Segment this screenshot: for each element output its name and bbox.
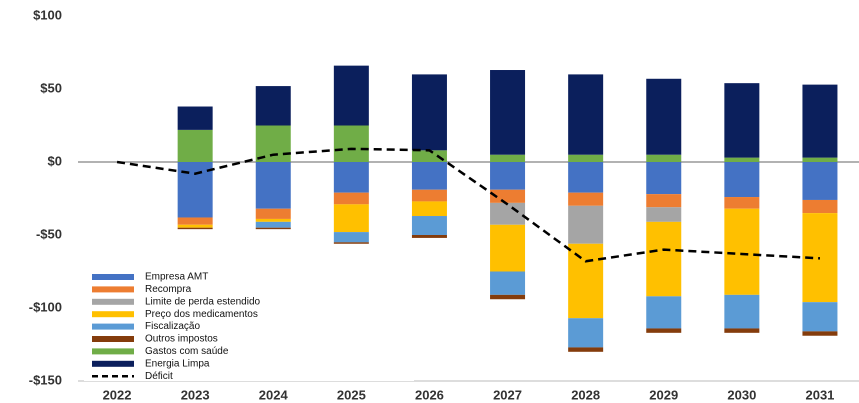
- legend-swatch: [92, 311, 134, 318]
- bar-segment: [724, 328, 760, 333]
- bar-segment: [333, 242, 369, 244]
- bar-segment: [255, 218, 291, 222]
- bar-segment: [490, 271, 526, 295]
- x-tick-label: 2024: [259, 387, 289, 402]
- x-tick-label: 2022: [103, 387, 132, 402]
- bar-segment: [255, 227, 291, 230]
- legend-label: Fiscalização: [145, 321, 200, 332]
- bar-segment: [802, 199, 838, 214]
- bar-segment: [724, 83, 760, 158]
- bar-segment: [568, 205, 604, 244]
- bar-segment: [177, 217, 213, 225]
- bar-segment: [490, 70, 526, 155]
- x-tick-label: 2029: [649, 387, 678, 402]
- bar-segment: [255, 86, 291, 126]
- bar-segment: [490, 154, 526, 162]
- bar-segment: [333, 125, 369, 162]
- bar-segment: [177, 106, 213, 130]
- bar-segment: [411, 201, 447, 217]
- bar-segment: [177, 227, 213, 230]
- bar-segment: [333, 192, 369, 205]
- bar-segment: [333, 204, 369, 233]
- bar-segment: [333, 232, 369, 243]
- x-tick-label: 2026: [415, 387, 444, 402]
- bar-segment: [802, 84, 838, 158]
- legend-swatch: [92, 274, 134, 280]
- bar-segment: [411, 189, 447, 202]
- legend-swatch: [92, 336, 134, 342]
- bar-segment: [568, 318, 604, 348]
- bar-segment: [724, 208, 760, 295]
- bar-segment: [411, 74, 447, 151]
- bar-segment: [411, 235, 447, 238]
- bar-segment: [568, 154, 604, 162]
- y-tick-label: $0: [48, 153, 62, 168]
- legend-swatch: [92, 323, 134, 330]
- x-tick-label: 2027: [493, 387, 522, 402]
- bar-segment: [411, 162, 447, 190]
- x-tick-label: 2023: [181, 387, 210, 402]
- legend-label: Preço dos medicamentos: [145, 309, 258, 320]
- bar-segment: [646, 328, 682, 333]
- bar-segment: [646, 78, 682, 155]
- bar-segment: [411, 216, 447, 235]
- bar-segment: [568, 347, 604, 352]
- bar-segment: [646, 207, 682, 222]
- bar-segment: [724, 157, 760, 162]
- bar-segment: [802, 331, 838, 336]
- bar-segment: [490, 189, 526, 203]
- y-tick-label: $50: [40, 80, 62, 95]
- bar-segment: [646, 296, 682, 329]
- bar-segment: [490, 202, 526, 225]
- legend-swatch: [92, 348, 134, 355]
- x-tick-label: 2028: [571, 387, 600, 402]
- bar-segment: [177, 224, 213, 228]
- legend-swatch: [92, 360, 134, 367]
- legend-label: Recompra: [145, 284, 192, 295]
- legend-label: Gastos com saúde: [145, 346, 229, 357]
- legend-label: Déficit: [145, 371, 173, 382]
- bar-segment: [724, 197, 760, 209]
- bar-segment: [568, 162, 604, 193]
- x-tick-label: 2030: [727, 387, 756, 402]
- bar-segment: [490, 162, 526, 190]
- deficit-line: [116, 147, 821, 263]
- bar-segment: [646, 221, 682, 297]
- legend-label: Limite de perda estendido: [145, 296, 261, 307]
- y-tick-label: $100: [33, 7, 62, 22]
- bar-segment: [646, 162, 682, 195]
- bar-segment: [333, 162, 369, 193]
- bar-segment: [177, 129, 213, 162]
- bar-segment: [724, 162, 760, 198]
- bar-segment: [802, 162, 838, 200]
- x-tick-label: 2031: [805, 387, 834, 402]
- bar-segment: [255, 208, 291, 219]
- y-tick-label: -$150: [29, 372, 62, 387]
- y-tick-label: -$100: [29, 299, 62, 314]
- bar-segment: [333, 65, 369, 126]
- bar-segment: [568, 192, 604, 206]
- bar-segment: [255, 221, 291, 228]
- x-tick-label: 2025: [337, 387, 366, 402]
- bar-segment: [724, 294, 760, 329]
- legend-box: [84, 266, 414, 381]
- legend-swatch: [92, 286, 134, 293]
- y-tick-label: -$50: [36, 226, 62, 241]
- bar-segment: [490, 224, 526, 272]
- bar-segment: [568, 74, 604, 155]
- bar-segment: [568, 243, 604, 319]
- bar-segment: [802, 302, 838, 332]
- legend-label: Energia Limpa: [145, 358, 210, 369]
- bar-segment: [646, 194, 682, 208]
- bar-segment: [490, 294, 526, 300]
- bar-segment: [255, 162, 291, 209]
- bar-segment: [802, 157, 838, 162]
- bar-segment: [411, 150, 447, 162]
- legend-label: Outros impostos: [145, 334, 218, 345]
- legend-label: Empresa AMT: [145, 272, 208, 283]
- bar-segment: [646, 154, 682, 162]
- legend-swatch: [92, 298, 134, 305]
